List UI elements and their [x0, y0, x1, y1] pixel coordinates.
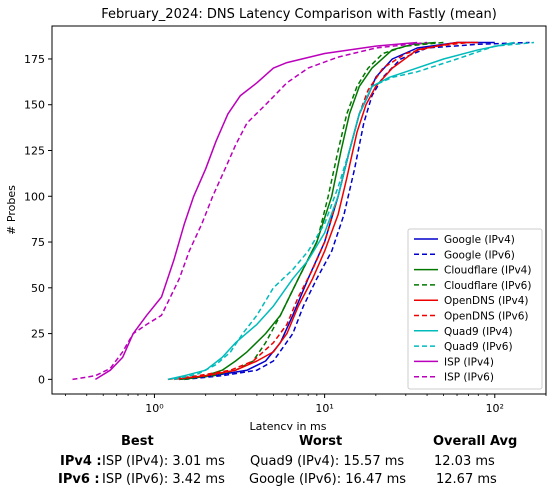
legend-label: Quad9 (IPv4) — [444, 326, 513, 338]
chart-title: February_2024: DNS Latency Comparison wi… — [101, 7, 497, 22]
y-tick-label: 100 — [24, 190, 45, 203]
legend-label: Quad9 (IPv6) — [444, 341, 513, 353]
ipv4-best: ISP (IPv4): 3.01 ms — [102, 454, 225, 469]
series-line-cloudflare-ipv6 — [179, 41, 444, 381]
y-axis-label: # Probes — [5, 185, 18, 235]
series-line-cloudflare-ipv4 — [184, 41, 436, 381]
legend-label: ISP (IPv6) — [444, 372, 494, 384]
y-tick-label: 175 — [24, 53, 45, 66]
x-axis: 10⁰ 10¹ 10² — [65, 394, 547, 415]
best-header: Best — [121, 434, 154, 449]
legend-box — [407, 228, 543, 390]
x-tick-label: 10⁰ — [145, 402, 164, 415]
legend-label: Cloudflare (IPv6) — [444, 280, 531, 292]
ipv4-avg: 12.03 ms — [434, 454, 495, 469]
series-line-quad9-ipv4 — [167, 41, 515, 381]
series-line-quad9-ipv6 — [173, 41, 535, 381]
y-tick-label: 125 — [24, 144, 45, 157]
legend-label: OpenDNS (IPv6) — [444, 311, 529, 323]
plot-frame — [51, 25, 547, 395]
y-tick-label: 75 — [31, 236, 45, 249]
series-line-opendns-ipv4 — [173, 41, 479, 381]
legend-label: OpenDNS (IPv4) — [444, 295, 529, 307]
worst-header: Worst — [299, 434, 343, 449]
avg-header: Overall Avg — [433, 434, 518, 449]
y-tick-label: 150 — [24, 99, 45, 112]
ipv6-row-label: IPv6 : — [58, 472, 100, 487]
legend-label: Google (IPv6) — [444, 249, 515, 261]
ipv6-avg: 12.67 ms — [436, 472, 497, 487]
series-line-isp-ipv6 — [72, 41, 428, 381]
y-tick-label: 50 — [31, 282, 45, 295]
ipv4-row-label: IPv4 : — [60, 454, 102, 469]
series-lines — [72, 41, 535, 381]
ipv6-worst: Google (IPv6): 16.47 ms — [249, 472, 407, 487]
legend-label: Google (IPv4) — [444, 234, 515, 246]
y-tick-label: 0 — [38, 373, 45, 386]
legend-label: ISP (IPv4) — [444, 356, 494, 368]
x-tick-label: 10² — [486, 402, 504, 415]
y-axis: 0 25 50 75 100 125 150 175 — [24, 53, 52, 386]
chart: February_2024: DNS Latency Comparison wi… — [5, 7, 547, 430]
legend: Google (IPv4) Google (IPv6) Cloudflare (IP… — [407, 228, 543, 390]
ipv4-worst: Quad9 (IPv4): 15.57 ms — [250, 454, 405, 469]
legend-label: Cloudflare (IPv4) — [444, 265, 531, 277]
y-tick-label: 25 — [31, 328, 45, 341]
x-tick-label: 10¹ — [315, 402, 333, 415]
x-axis-label: Latency in ms — [250, 420, 327, 430]
ipv6-best: ISP (IPv6): 3.42 ms — [102, 472, 225, 487]
series-line-opendns-ipv6 — [167, 41, 469, 381]
